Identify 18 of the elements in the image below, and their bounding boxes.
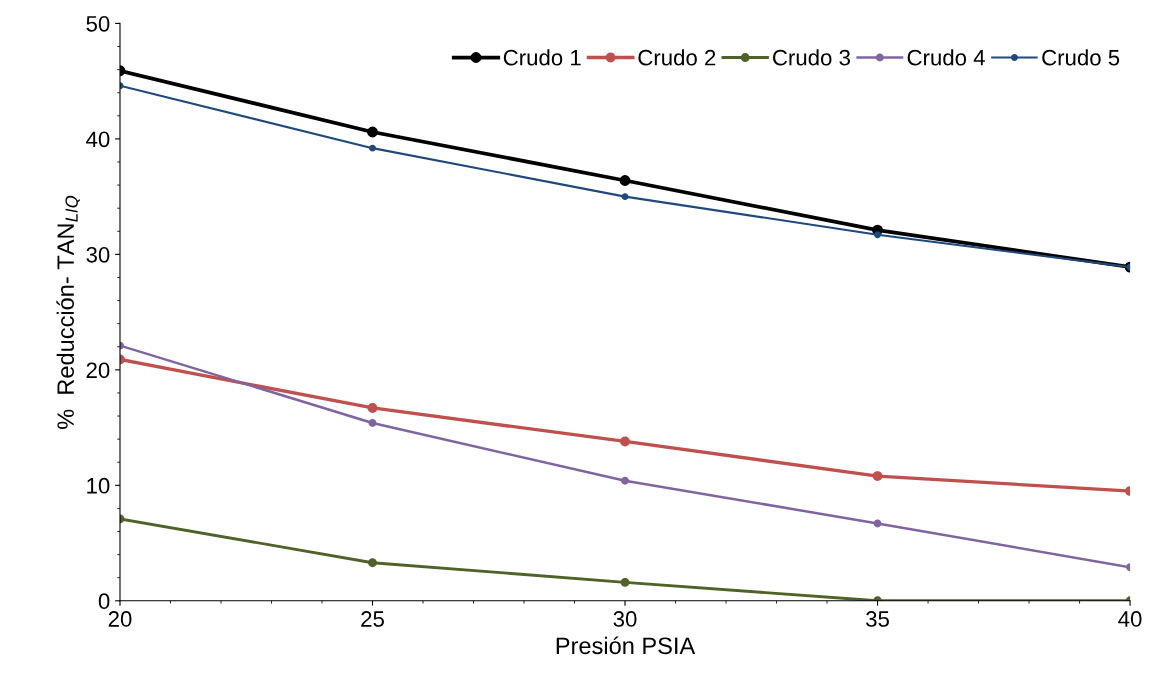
legend-label: Crudo 1: [503, 49, 581, 66]
legend-label: Crudo 3: [773, 49, 850, 66]
y-tick-label: 30: [86, 246, 110, 263]
y-tick-label: 10: [87, 477, 110, 494]
x-tick-label: 30: [613, 611, 637, 627]
y-tick-label: 20: [86, 362, 110, 379]
x-tick-label: 25: [361, 611, 384, 627]
y-tick-label: 40: [86, 131, 110, 148]
y-axis-title: % Reducción- TAN$_{LIQ}$: [56, 195, 80, 429]
x-tick-label: 35: [866, 611, 889, 627]
legend-label: Crudo 5: [1042, 49, 1120, 66]
x-tick-label: 40: [1118, 611, 1142, 627]
y-tick-label: 0: [98, 593, 110, 610]
y-tick-label: 50: [86, 15, 110, 32]
x-axis-title: Presión PSIA: [556, 636, 696, 655]
x-tick-label: 20: [108, 611, 132, 627]
legend-label: Crudo 2: [638, 49, 716, 66]
legend-label: Crudo 4: [907, 49, 985, 66]
